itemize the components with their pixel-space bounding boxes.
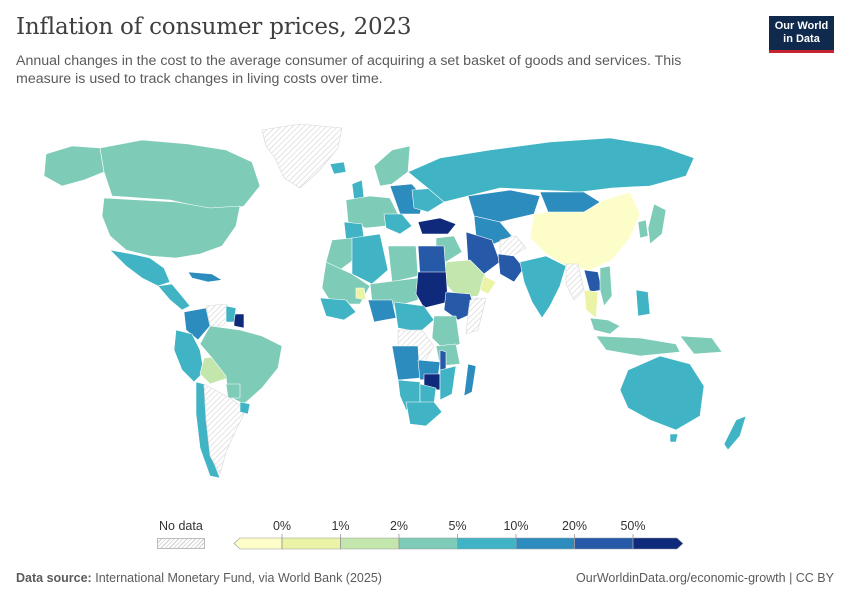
region-india bbox=[519, 255, 567, 319]
region-thailand bbox=[583, 289, 599, 319]
legend-tick-label: 2% bbox=[389, 519, 409, 533]
region-morocco bbox=[325, 237, 357, 271]
region-vietnam bbox=[599, 265, 613, 307]
chart-subtitle: Annual changes in the cost to the averag… bbox=[16, 53, 682, 87]
data-source-text: International Monetary Fund, via World B… bbox=[95, 571, 382, 585]
logo-line-2: in Data bbox=[783, 33, 820, 45]
legend-bin-2 bbox=[340, 537, 400, 550]
legend-tick-label: 1% bbox=[331, 519, 350, 533]
legend-bin-7 bbox=[632, 537, 684, 550]
region-west-africa bbox=[319, 297, 357, 321]
region-afghanistan bbox=[499, 235, 527, 257]
legend-tick-label: 50% bbox=[620, 519, 646, 533]
logo-line-1: Our World bbox=[774, 20, 829, 32]
region-russia bbox=[407, 137, 695, 203]
region-libya bbox=[387, 245, 419, 283]
region-paraguay bbox=[225, 383, 241, 399]
region-iceland bbox=[329, 161, 347, 175]
legend-no-data-swatch bbox=[157, 538, 205, 549]
region-egypt bbox=[417, 245, 447, 277]
region-greenland bbox=[261, 123, 343, 189]
legend-bin-6 bbox=[574, 537, 634, 550]
legend-tick-label: 5% bbox=[448, 519, 467, 533]
legend-bin-3 bbox=[398, 537, 458, 550]
region-argentina bbox=[203, 383, 247, 475]
color-legend: No data 0% 1% 2% 5% 10% 20% 50% bbox=[150, 516, 710, 556]
region-malaysia bbox=[589, 317, 621, 335]
region-alaska bbox=[43, 145, 105, 187]
chart-title: Inflation of consumer prices, 2023 bbox=[16, 14, 412, 40]
region-somalia bbox=[465, 297, 487, 335]
region-new-zealand bbox=[723, 415, 747, 451]
region-algeria bbox=[351, 233, 389, 285]
region-myanmar bbox=[565, 263, 585, 301]
region-tasmania bbox=[669, 433, 679, 443]
region-laos bbox=[583, 269, 603, 293]
data-source: Data source: International Monetary Fund… bbox=[16, 571, 382, 585]
legend-bin-0 bbox=[233, 537, 283, 550]
region-suriname bbox=[233, 313, 245, 329]
region-china bbox=[529, 191, 641, 271]
region-oman bbox=[479, 275, 497, 295]
region-balkans bbox=[383, 213, 413, 235]
legend-bin-1 bbox=[281, 537, 341, 550]
legend-no-data-label: No data bbox=[159, 519, 203, 533]
region-pakistan bbox=[497, 253, 525, 283]
region-uruguay bbox=[239, 401, 251, 415]
legend-tick-label: 20% bbox=[561, 519, 588, 533]
owid-logo[interactable]: Our World in Data bbox=[769, 16, 834, 53]
region-mexico bbox=[109, 249, 171, 287]
region-central-america bbox=[157, 283, 191, 311]
region-scandinavia bbox=[373, 145, 411, 187]
region-brazil bbox=[199, 325, 283, 405]
region-peru bbox=[173, 329, 205, 383]
region-philippines bbox=[635, 289, 651, 317]
legend-color-bar bbox=[233, 534, 684, 550]
region-sudan bbox=[415, 271, 449, 309]
region-indonesia bbox=[595, 335, 681, 357]
region-png bbox=[679, 335, 723, 355]
world-map bbox=[43, 123, 747, 479]
footer-link[interactable]: OurWorldinData.org/economic-growth | CC … bbox=[576, 571, 834, 585]
region-usa bbox=[101, 197, 241, 259]
legend-bin-5 bbox=[515, 537, 575, 550]
data-source-label: Data source: bbox=[16, 571, 92, 585]
region-australia bbox=[619, 355, 705, 431]
region-madagascar bbox=[463, 363, 477, 397]
region-south-africa bbox=[405, 401, 443, 427]
legend-tick-label: 10% bbox=[503, 519, 529, 533]
region-korea bbox=[637, 219, 649, 239]
region-ghana bbox=[355, 287, 367, 301]
region-guyana bbox=[225, 305, 237, 323]
region-nigeria bbox=[367, 299, 397, 323]
legend-tick-label: 0% bbox=[272, 519, 292, 533]
region-angola bbox=[391, 345, 421, 381]
region-central-africa bbox=[393, 301, 435, 333]
legend-bin-4 bbox=[457, 537, 517, 550]
region-mozambique bbox=[439, 365, 457, 401]
logo-accent-bar bbox=[769, 50, 834, 53]
region-japan bbox=[647, 203, 667, 245]
region-turkey bbox=[417, 217, 457, 235]
region-caribbean bbox=[187, 271, 223, 283]
region-colombia bbox=[183, 307, 211, 341]
region-iran bbox=[465, 231, 501, 275]
